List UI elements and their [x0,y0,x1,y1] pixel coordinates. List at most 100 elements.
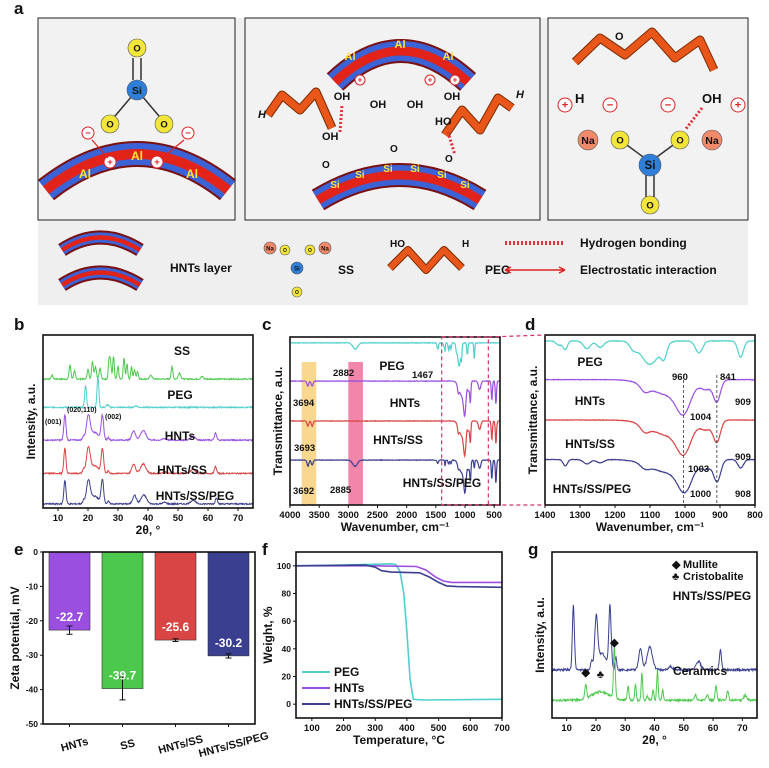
electrostatic-arrow [91,139,185,159]
x-category-label: HNTs/SS [157,733,204,756]
y-tick-label: 80 [282,589,292,599]
error-bar [66,625,73,635]
bar-HNTs/SS/PEG [207,551,250,657]
series-line-PEG [545,339,755,366]
x-tick-label: 30 [113,513,124,524]
silicon-atom-label: Si [645,160,656,172]
x-tick-label: 20 [83,513,94,524]
data-label: -25.6 [162,620,190,634]
oh-label: OH [444,91,461,103]
silicon-atom-sphere [638,153,662,177]
oh-label: OH [322,131,339,143]
plus-charge-icon: + [358,76,363,85]
y-axis-label: Transmittance, a.u. [271,367,285,476]
series-label: HNTs/SS [565,437,615,451]
peak-annotation: 909 [735,452,751,463]
band-inner [315,170,483,204]
legend-label: PEG [334,665,359,679]
sodium-atom-sphere [577,129,599,151]
y-tick-label: -10 [26,581,39,591]
x-tick-label: 500 [486,510,502,521]
x-tick-label: 1000 [674,510,695,521]
y-tick-label: 20 [282,672,292,682]
sodium-atom-sphere [318,241,332,255]
peak-annotation: 1000 [690,489,711,500]
x-tick-label: 10 [561,723,572,734]
oxygen-atom-label: O [133,43,140,54]
panel-letter-a: a [14,0,24,18]
series-line-HNTs/SS/PEG [552,604,757,673]
si-label: Si [383,164,393,175]
legend-electrostatic-icon [504,266,566,274]
peak-annotation: (002) [105,414,121,421]
y-axis-label: Weight, % [261,606,275,663]
oxygen-atom-sphere [127,38,147,58]
x-tick-label: 500 [431,723,447,734]
y-tick-label: 40 [282,644,292,654]
plot-frame [289,336,501,506]
minus-charge-icon: − [185,128,191,139]
sodium-atom-sphere [701,129,723,151]
si-label: Si [410,164,420,175]
plot-frame [42,334,254,509]
error-bar [225,653,232,659]
x-tick-label: 2000 [396,510,417,521]
sodium-atom-label: Na [266,246,274,252]
x-tick-label: 30 [620,723,631,734]
hydrogen-bond [338,104,344,133]
plot-frame [42,551,256,725]
panel-letter-e: e [14,540,23,559]
panel-letter-c: c [262,315,271,334]
al-label: Al [443,51,454,63]
panel-a-box-3 [547,17,749,221]
ho-label: HO [435,116,452,128]
series-label: HNTs [165,429,196,443]
band-inner [60,235,142,252]
series-line-HNTs [296,564,502,584]
charge-circle [103,155,117,169]
peak-annotation: 2882 [333,368,354,379]
mullite-marker-icon: ◆ [580,667,590,679]
y-tick-label: 0 [33,547,38,557]
x-tick-label: 1300 [569,510,590,521]
silicon-atom-label: Si [132,85,142,97]
zoom-region-box [441,336,489,506]
x-tick-label: 4000 [279,510,300,521]
hydrogen-bond [446,131,457,156]
peak-annotation: 841 [720,372,737,383]
panel-letter-f: f [262,540,268,559]
x-tick-label: 3500 [309,510,330,521]
legend-label: Cristobalite [683,571,744,583]
series-line-HNTs/SS/PEG [295,564,503,589]
o-label: O [322,160,330,171]
al-label: Al [79,167,91,181]
charge-circle [150,155,164,169]
x-category-label: HNTs/SS/PEG [197,730,270,760]
x-tick-label: 1000 [454,510,475,521]
x-tick-label: 40 [143,513,154,524]
x-tick-label: 3000 [338,510,359,521]
silicon-atom-sphere [126,79,148,101]
x-tick-label: 40 [649,723,660,734]
ho-label: HO [390,239,405,250]
series-line-PEG [43,375,253,410]
plus-charge-icon: + [154,157,160,168]
y-tick-label: 60 [282,616,292,626]
oxygen-atom-sphere [100,114,120,134]
panel-letter-d: d [525,315,535,334]
oxygen-atom-label: O [616,135,623,146]
bar-HNTs/SS [154,551,197,641]
oxygen-atom-sphere [610,130,630,150]
x-tick-label: 2500 [367,510,388,521]
y-tick-label: 100 [277,561,291,571]
series-label: HNTs/SS [157,463,207,477]
band-inner [60,270,142,287]
x-tick-label: 1100 [640,510,661,521]
peak-annotation: 2885 [330,485,352,496]
x-axis-label: Wavenumber, cm⁻¹ [341,520,450,534]
peak-annotation: 1004 [690,412,712,423]
peak-annotation: 908 [735,489,751,500]
legend-hydrogen-bonding: Hydrogen bonding [580,236,687,250]
oxygen-atom-sphere [291,286,303,298]
si-label: Si [437,170,447,181]
